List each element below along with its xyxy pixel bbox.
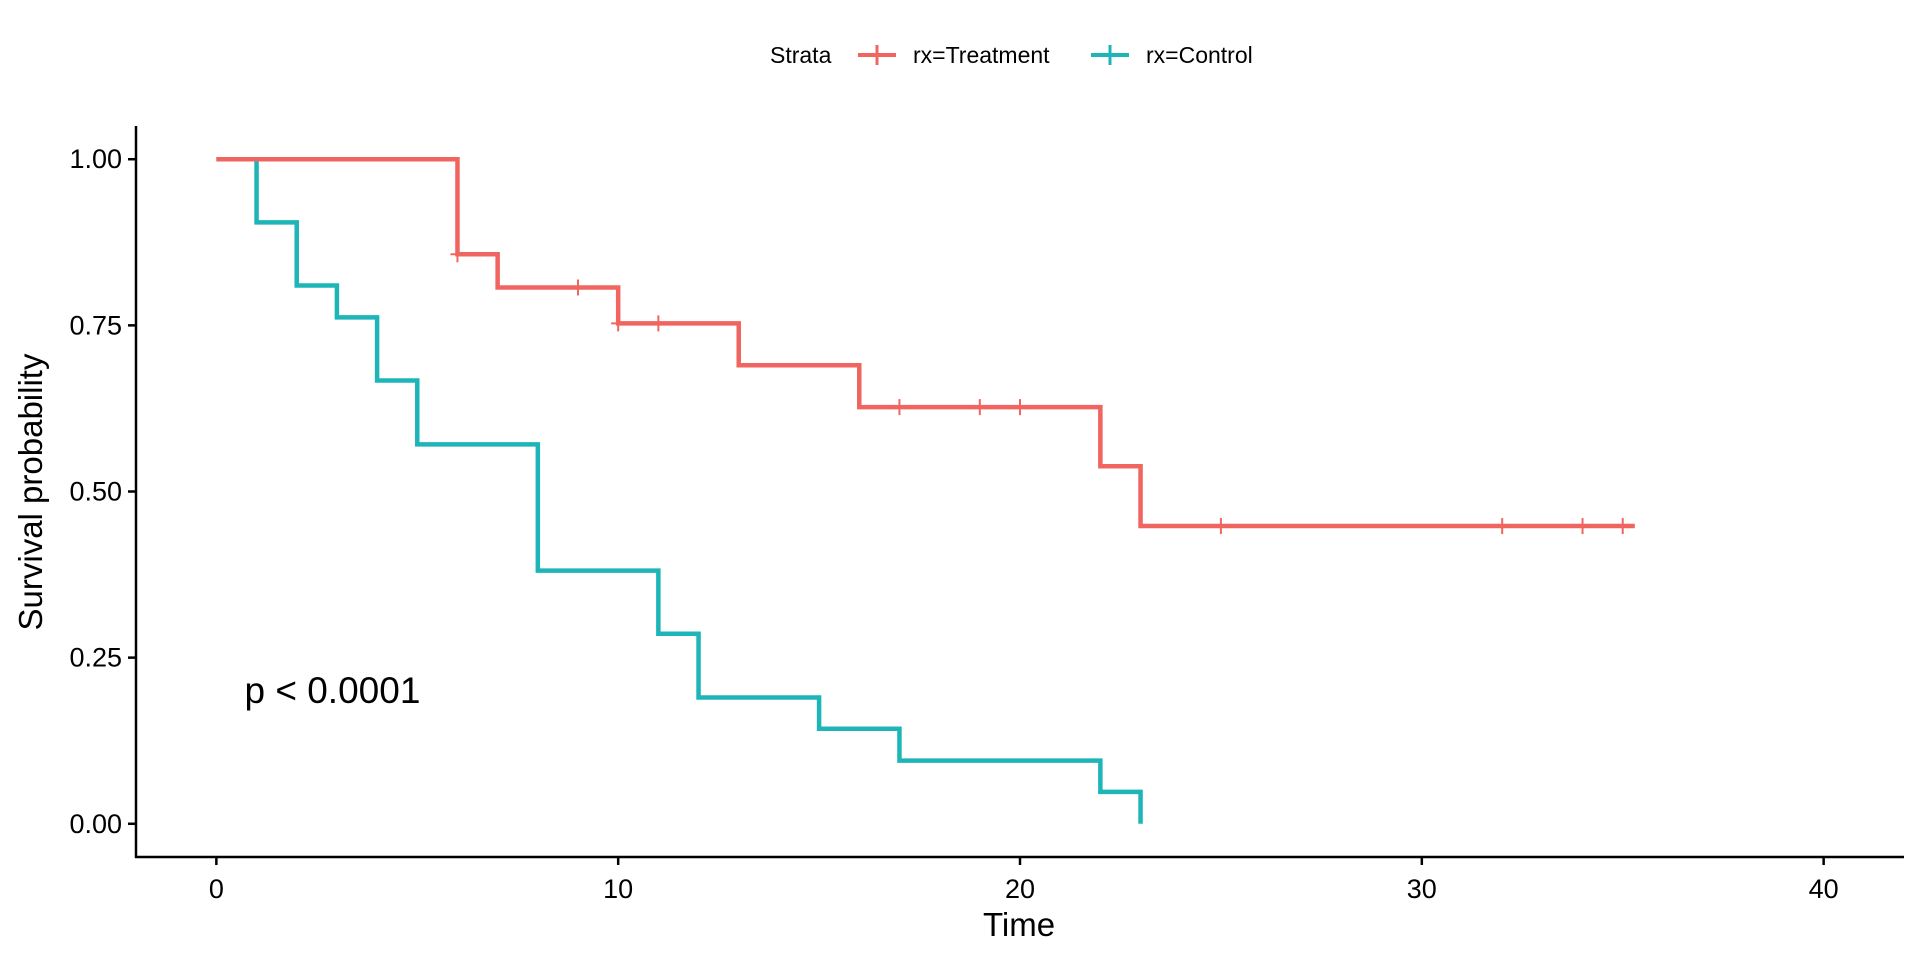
x-tick-label: 10 bbox=[603, 874, 633, 904]
x-tick-label: 20 bbox=[1005, 874, 1035, 904]
series-layer bbox=[216, 156, 1635, 824]
y-tick-label: 0.00 bbox=[69, 809, 122, 839]
x-tick-label: 30 bbox=[1407, 874, 1437, 904]
legend-key-treatment bbox=[858, 45, 896, 65]
survival-curve bbox=[216, 156, 1143, 824]
y-tick-label: 1.00 bbox=[69, 144, 122, 174]
legend-label-control: rx=Control bbox=[1146, 42, 1253, 68]
x-axis-ticks: 0 10 20 30 40 bbox=[209, 857, 1839, 904]
legend-key-control bbox=[1091, 45, 1129, 65]
x-tick-label: 0 bbox=[209, 874, 224, 904]
y-tick-label: 0.25 bbox=[69, 643, 122, 673]
legend-label-treatment: rx=Treatment bbox=[913, 42, 1050, 68]
survival-curve bbox=[216, 156, 1635, 529]
p-value-annotation: p < 0.0001 bbox=[244, 670, 420, 711]
y-axis-ticks: 0.00 0.25 0.50 0.75 1.00 bbox=[69, 144, 136, 839]
series-rx-control bbox=[216, 156, 1143, 824]
y-axis-title: Survival probability bbox=[12, 353, 49, 630]
legend: Strata rx=Treatment rx=Control bbox=[770, 42, 1253, 68]
legend-title: Strata bbox=[770, 42, 832, 68]
y-tick-label: 0.50 bbox=[69, 477, 122, 507]
y-tick-label: 0.75 bbox=[69, 310, 122, 340]
series-rx-treatment bbox=[216, 156, 1635, 535]
x-axis-title: Time bbox=[983, 906, 1055, 943]
x-tick-label: 40 bbox=[1809, 874, 1839, 904]
